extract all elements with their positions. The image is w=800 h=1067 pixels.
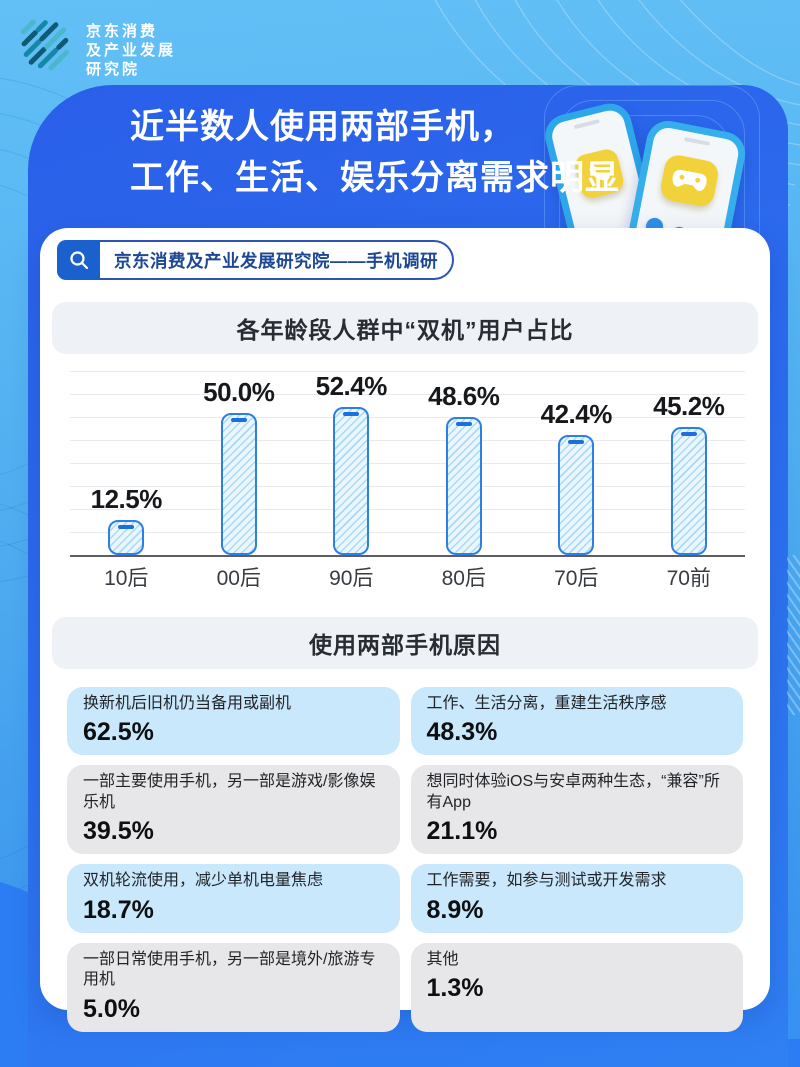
phone-bar-notch <box>343 412 360 416</box>
reason-card: 工作、生活分离，重建生活秩序感 48.3% <box>410 687 743 756</box>
chart-gridline <box>70 394 745 395</box>
dual-phone-users-bar-chart: 12.5% 50.0% 52.4% 48.6% 42.4% 45.2% 10后 00后 90后… <box>70 364 745 591</box>
reason-label: 双机轮流使用，减少单机电量焦虑 <box>83 872 324 890</box>
phone-bar-notch <box>680 432 697 436</box>
logo-line-1: 京东消费 <box>86 23 159 40</box>
phone-call-icon <box>572 146 626 201</box>
gamepad-icon <box>658 152 721 209</box>
reason-card: 工作需要，如参与测试或开发需求 8.9% <box>410 864 743 933</box>
reason-card: 一部主要使用手机，另一部是游戏/影像娱乐机 39.5% <box>67 765 400 855</box>
bar-value-label: 42.4% <box>540 399 613 429</box>
reason-label: 一部主要使用手机，另一部是游戏/影像娱乐机 <box>83 773 376 811</box>
page-title-line-2: 工作、生活、娱乐分离需求明显 <box>130 159 620 197</box>
phone-call-device <box>540 98 668 288</box>
jd-institute-logo: 京东消费 及产业发展 研究院 <box>18 16 176 79</box>
reason-value: 21.1% <box>426 817 498 846</box>
search-icon-box <box>57 240 100 280</box>
jd-institute-logo-icon <box>20 19 70 71</box>
chart-gridline <box>70 463 745 464</box>
main-blue-panel: 近半数人使用两部手机， 工作、生活、娱乐分离需求明显 京东消费及产业发展研究院—… <box>28 84 788 1067</box>
reason-value: 62.5% <box>83 718 154 747</box>
reason-value: 5.0% <box>83 994 140 1023</box>
category-label: 70后 <box>554 567 599 590</box>
phone-shaped-bar <box>333 407 370 555</box>
chart-gridline <box>70 440 745 441</box>
chart-gridline <box>70 532 745 533</box>
chart-bars: 12.5% 50.0% 52.4% 48.6% 42.4% 45.2% <box>70 364 745 555</box>
phone-game-device <box>614 117 750 321</box>
category-label: 90后 <box>329 567 374 590</box>
reasons-title: 使用两部手机原因 <box>309 632 501 658</box>
bar-column-90后: 52.4% <box>295 364 408 555</box>
reason-card: 其他 1.3% <box>410 942 743 1032</box>
bar-column-00后: 50.0% <box>183 364 296 555</box>
reason-value: 1.3% <box>426 974 484 1003</box>
category-label: 00后 <box>216 567 261 590</box>
reason-card: 一部日常使用手机，另一部是境外/旅游专用机 5.0% <box>67 942 400 1032</box>
reason-value: 18.7% <box>83 895 154 924</box>
phone-shaped-bar <box>220 413 257 555</box>
category-label: 80后 <box>441 567 486 590</box>
bar-value-label: 50.0% <box>203 377 275 407</box>
reason-label: 工作、生活分离，重建生活秩序感 <box>426 695 667 712</box>
reason-card: 想同时体验iOS与安卓两种生态，“兼容”所有App 21.1% <box>410 765 743 855</box>
reason-label: 其他 <box>426 950 459 968</box>
reason-value: 8.9% <box>426 895 484 924</box>
chart-title: 各年龄段人群中“双机”用户占比 <box>236 317 574 343</box>
reason-value: 48.3% <box>426 718 498 747</box>
page-title-line-1: 近半数人使用两部手机， <box>130 108 515 146</box>
reason-value: 39.5% <box>83 817 154 846</box>
search-icon <box>69 251 88 270</box>
phone-bar-notch <box>230 418 247 422</box>
bar-value-label: 12.5% <box>90 484 163 514</box>
reason-label: 工作需要，如参与测试或开发需求 <box>426 872 667 890</box>
reasons-section-title-bar: 使用两部手机原因 <box>52 617 758 669</box>
chart-category-labels: 10后 00后 90后 80后 70后 70前 <box>70 562 745 592</box>
bar-value-label: 45.2% <box>653 391 725 421</box>
chart-section-title-bar: 各年龄段人群中“双机”用户占比 <box>52 302 758 354</box>
category-label: 70前 <box>666 567 711 590</box>
reason-label: 一部日常使用手机，另一部是境外/旅游专用机 <box>83 950 376 989</box>
reason-card: 换新机后旧机仍当备用或副机 62.5% <box>67 687 400 756</box>
bar-column-70后: 42.4% <box>520 364 633 555</box>
bar-column-70前: 45.2% <box>633 364 746 555</box>
jd-institute-logo-text: 京东消费 及产业发展 研究院 <box>86 22 176 79</box>
phone-bar-notch <box>568 440 585 444</box>
phone-shaped-bar <box>670 427 707 555</box>
phone-shaped-bar <box>445 417 482 555</box>
right-edge-stripe-decoration <box>787 555 800 715</box>
chart-gridline <box>70 417 745 418</box>
page-title: 近半数人使用两部手机， 工作、生活、娱乐分离需求明显 <box>130 102 620 204</box>
phone-bar-notch <box>455 422 472 426</box>
reason-label: 换新机后旧机仍当备用或副机 <box>83 695 292 712</box>
chart-gridline <box>70 486 745 487</box>
search-bar[interactable]: 京东消费及产业发展研究院——手机调研 <box>57 240 454 280</box>
logo-line-3: 研究院 <box>86 61 141 78</box>
chart-baseline <box>70 555 745 557</box>
bar-value-label: 52.4% <box>315 371 388 401</box>
search-text: 京东消费及产业发展研究院——手机调研 <box>114 250 438 271</box>
search-pill: 京东消费及产业发展研究院——手机调研 <box>100 240 454 280</box>
chart-gridline <box>70 371 745 372</box>
reason-label: 想同时体验iOS与安卓两种生态，“兼容”所有App <box>426 773 720 811</box>
reasons-grid: 换新机后旧机仍当备用或副机 62.5% 工作、生活分离，重建生活秩序感 48.3% 一部… <box>67 687 743 1032</box>
chart-gridline <box>70 509 745 510</box>
bar-column-10后: 12.5% <box>70 364 183 555</box>
phone-shaped-bar <box>558 435 595 555</box>
content-card: 京东消费及产业发展研究院——手机调研 各年龄段人群中“双机”用户占比 12.5%… <box>40 228 770 1032</box>
category-label: 10后 <box>104 567 149 590</box>
reason-card: 双机轮流使用，减少单机电量焦虑 18.7% <box>67 864 400 933</box>
bar-value-label: 48.6% <box>428 381 500 411</box>
bar-column-80后: 48.6% <box>408 364 521 555</box>
logo-line-2: 及产业发展 <box>86 42 177 59</box>
phone-shaped-bar <box>108 520 145 555</box>
phone-bar-notch <box>118 525 135 529</box>
